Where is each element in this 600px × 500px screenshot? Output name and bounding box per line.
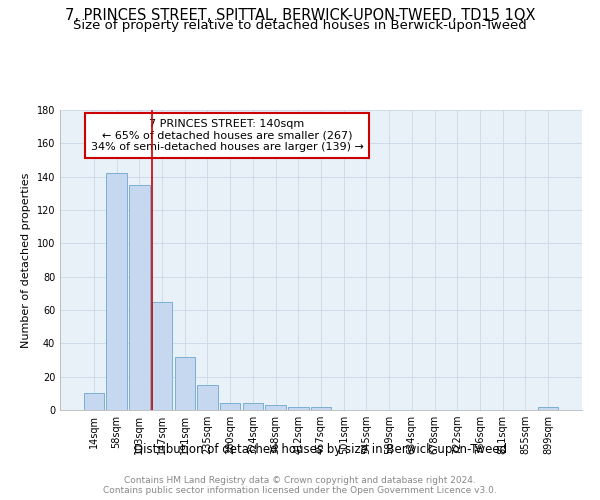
Bar bbox=[538, 406, 558, 410]
Bar bbox=[84, 394, 104, 410]
Text: 7, PRINCES STREET, SPITTAL, BERWICK-UPON-TWEED, TD15 1QX: 7, PRINCES STREET, SPITTAL, BERWICK-UPON… bbox=[65, 8, 535, 22]
Bar bbox=[220, 404, 241, 410]
Text: Size of property relative to detached houses in Berwick-upon-Tweed: Size of property relative to detached ho… bbox=[73, 18, 527, 32]
Bar bbox=[129, 185, 149, 410]
Bar bbox=[265, 405, 286, 410]
Text: 7 PRINCES STREET: 140sqm
← 65% of detached houses are smaller (267)
34% of semi-: 7 PRINCES STREET: 140sqm ← 65% of detach… bbox=[91, 119, 364, 152]
Bar bbox=[242, 404, 263, 410]
Y-axis label: Number of detached properties: Number of detached properties bbox=[21, 172, 31, 348]
Bar bbox=[175, 356, 195, 410]
Bar bbox=[152, 302, 172, 410]
Bar bbox=[197, 385, 218, 410]
Bar bbox=[106, 174, 127, 410]
Bar bbox=[288, 406, 308, 410]
Text: Distribution of detached houses by size in Berwick-upon-Tweed: Distribution of detached houses by size … bbox=[134, 442, 508, 456]
Text: Contains HM Land Registry data © Crown copyright and database right 2024.
Contai: Contains HM Land Registry data © Crown c… bbox=[103, 476, 497, 495]
Bar bbox=[311, 406, 331, 410]
